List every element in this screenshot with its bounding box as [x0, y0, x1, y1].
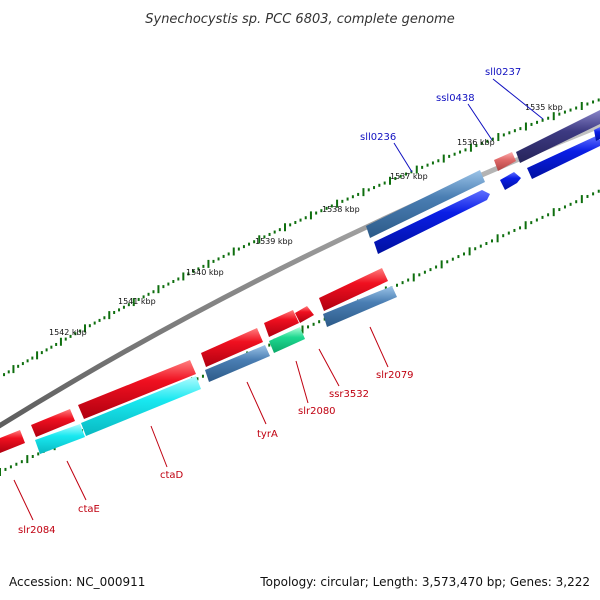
- gene-label-sll0237[interactable]: sll0237: [485, 67, 521, 78]
- gene-label-ssl0438[interactable]: ssl0438: [436, 93, 475, 104]
- map-title: Synechocystis sp. PCC 6803, complete gen…: [145, 12, 454, 27]
- gene-ctaE-cyan[interactable]: [35, 424, 85, 454]
- kbp-label-1540: 1540 kbp: [186, 268, 224, 277]
- kbp-label-1537: 1537 kbp: [390, 172, 428, 181]
- gene-labels: sll0237 ssl0438 sll0236 slr2079 ssr3532 …: [18, 67, 521, 536]
- gene-slr2084[interactable]: [0, 430, 25, 453]
- gene-label-sll0236[interactable]: sll0236: [360, 132, 396, 143]
- gene-slr2080[interactable]: [264, 310, 299, 337]
- gene-ssl0438[interactable]: [494, 152, 516, 171]
- gene-label-slr2079[interactable]: slr2079: [376, 370, 414, 381]
- gene-label-slr2080[interactable]: slr2080: [298, 406, 336, 417]
- gene-label-tyrA[interactable]: tyrA: [257, 429, 278, 440]
- gene-steel-slr2079b[interactable]: [323, 286, 397, 327]
- gene-green[interactable]: [269, 327, 305, 353]
- reverse-strand-genes: [366, 110, 600, 254]
- forward-strand-genes: [0, 268, 397, 454]
- gene-ctaD-cyan[interactable]: [81, 376, 201, 436]
- topology-label: Topology: circular; Length: 3,573,470 bp…: [259, 575, 590, 589]
- gene-label-ctaE[interactable]: ctaE: [78, 504, 100, 515]
- kbp-label-1542: 1542 kbp: [49, 328, 87, 337]
- gene-blue-upper[interactable]: [527, 136, 600, 179]
- gene-label-slr2084[interactable]: slr2084: [18, 525, 56, 536]
- gene-blue-reverse[interactable]: [374, 190, 490, 254]
- kbp-label-1539: 1539 kbp: [255, 237, 293, 246]
- gene-steel-tyrA[interactable]: [205, 345, 270, 382]
- gene-label-ssr3532[interactable]: ssr3532: [329, 389, 369, 400]
- kbp-labels: 1535 kbp 1536 kbp 1537 kbp 1538 kbp 1539…: [49, 103, 563, 337]
- gene-slr2079[interactable]: [319, 268, 388, 311]
- kbp-label-1538: 1538 kbp: [322, 205, 360, 214]
- gene-tyrA[interactable]: [201, 328, 263, 367]
- gene-ctaD[interactable]: [78, 360, 196, 419]
- gene-sll0236[interactable]: [366, 170, 485, 238]
- gene-blue-small-arrow[interactable]: [500, 172, 521, 190]
- outer-tick-row: [3, 98, 600, 377]
- gene-blue-upper-right[interactable]: [594, 127, 600, 141]
- gene-label-ctaD[interactable]: ctaD: [160, 470, 184, 481]
- kbp-label-1541: 1541 kbp: [118, 297, 156, 306]
- gene-label-lines: [13, 78, 544, 521]
- kbp-label-1536: 1536 kbp: [457, 138, 495, 147]
- accession-label: Accession: NC_000911: [9, 575, 145, 589]
- gene-ssr3532[interactable]: [295, 306, 314, 323]
- gene-sll0237-navy[interactable]: [516, 110, 600, 163]
- genome-backbone: [0, 123, 600, 429]
- gene-ctaE[interactable]: [31, 409, 75, 437]
- kbp-label-1535: 1535 kbp: [525, 103, 563, 112]
